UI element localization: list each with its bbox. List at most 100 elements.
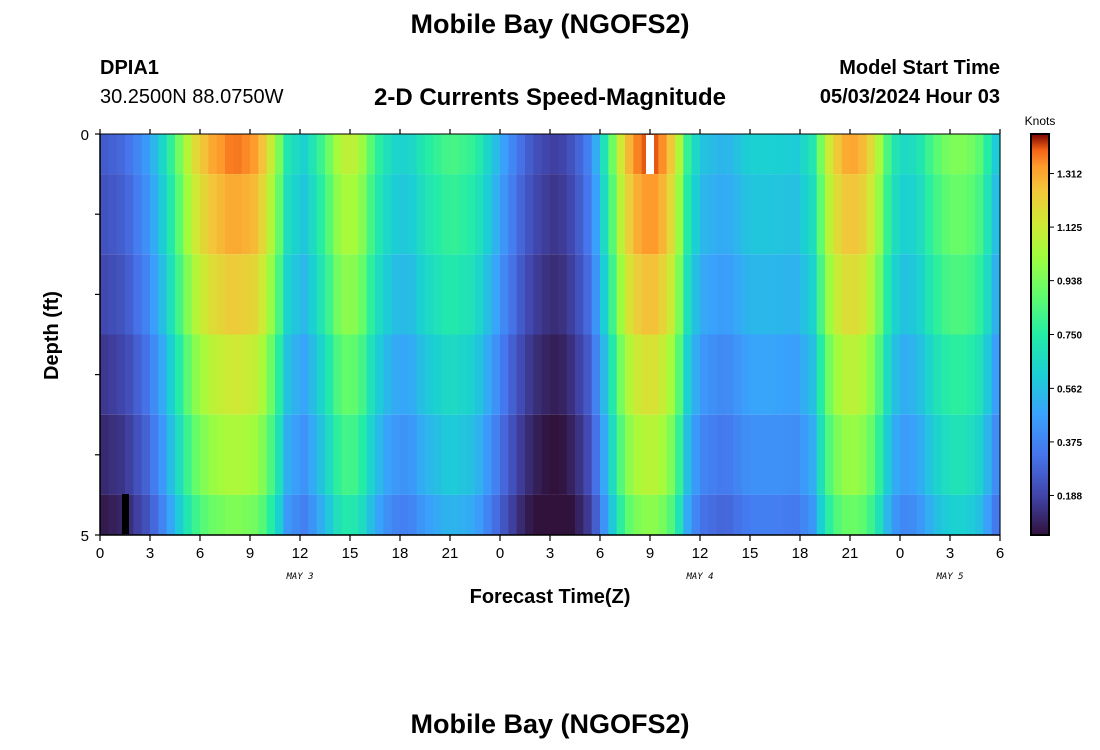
heatmap-cell [116,134,126,175]
heatmap-cell [716,334,726,415]
heatmap-cell [950,414,959,495]
heatmap-cell [583,174,593,255]
heatmap-cell [216,334,226,415]
heatmap-cell [433,174,443,255]
heatmap-cell [166,254,176,335]
heatmap-cell [916,134,926,175]
heatmap-cell [783,174,793,255]
heatmap-cell [975,254,984,335]
heatmap-cell [958,134,968,175]
heatmap-cell [133,254,143,335]
heatmap-cell [275,254,284,335]
heatmap-cell [400,174,409,255]
colorbar-title: Knots [1025,114,1056,128]
heatmap-cell [758,174,768,255]
heatmap-cell [916,254,926,335]
heatmap-cell [325,174,334,255]
heatmap-cell [100,174,109,255]
heatmap-cell [350,174,359,255]
heatmap-cell [391,334,401,415]
heatmap-cell [275,174,284,255]
heatmap-cell [225,414,234,495]
heatmap-cell [391,174,401,255]
heatmap-cell [650,174,659,255]
heatmap-cell [641,334,651,415]
heatmap-cell [358,494,368,535]
heatmap-cell [558,334,568,415]
heatmap-cell [233,494,243,535]
heatmap-cell [366,134,376,175]
heatmap-cell [358,134,368,175]
heatmap-cell [250,134,259,175]
heatmap-cell [833,254,843,335]
heatmap-cell [791,174,801,255]
heatmap-cell [158,134,168,175]
heatmap-cell [683,174,693,255]
heatmap-cell [666,174,676,255]
heatmap-cell [991,134,1001,175]
heatmap-cell [775,414,784,495]
heatmap-cell [783,414,793,495]
heatmap-cell [258,334,268,415]
heatmap-cell [808,334,818,415]
heatmap-cell [200,174,209,255]
heatmap-cell [516,334,526,415]
heatmap-cell [633,494,643,535]
heatmap-cell [600,134,609,175]
heatmap-cell [950,334,959,415]
heatmap-cell [250,254,259,335]
heatmap-cell [708,334,718,415]
heatmap-cell [958,174,968,255]
heatmap-cell [491,134,501,175]
heatmap-cell [483,254,493,335]
heatmap-cell [325,414,334,495]
x-tick-label: 6 [196,545,204,562]
heatmap-cell [416,334,426,415]
heatmap-cell [408,334,418,415]
heatmap-cell [166,494,176,535]
heatmap-cell [983,254,993,335]
heatmap-cell [650,414,659,495]
heatmap-cell [641,254,651,335]
heatmap-cell [875,334,884,415]
heatmap-cell [958,414,968,495]
heatmap-cell [558,134,568,175]
heatmap-cell [725,134,734,175]
heatmap-cell [758,334,768,415]
y-tick-label: 0 [81,127,89,144]
heatmap-cell [300,414,309,495]
heatmap-cell [658,174,668,255]
heatmap-cell [350,334,359,415]
heatmap-cell [875,414,884,495]
heatmap-cell [400,134,409,175]
heatmap-cell [308,174,318,255]
heatmap-cell [325,134,334,175]
heatmap-cell [950,134,959,175]
heatmap-cell [225,494,234,535]
heatmap-cell [233,134,243,175]
heatmap-cell [125,494,134,535]
heatmap-cell [683,414,693,495]
heatmap-cell [516,174,526,255]
heatmap-cell [516,134,526,175]
heatmap-cell [941,174,951,255]
heatmap-cell [341,334,351,415]
heatmap-cell [891,494,901,535]
heatmap-cell [191,334,201,415]
heatmap-cell [216,134,226,175]
heatmap-cell [166,174,176,255]
colorbar-tick-label: 0.375 [1057,438,1082,449]
heatmap-cell [850,134,859,175]
heatmap-cell [625,494,634,535]
heatmap-cell [266,174,276,255]
heatmap-cell [550,134,559,175]
heatmap-cell [425,254,434,335]
heatmap-cell [133,334,143,415]
heatmap-cell [475,494,484,535]
heatmap-cell [783,334,793,415]
heatmap-cell [741,174,751,255]
heatmap-cell [775,134,784,175]
heatmap-cell [458,414,468,495]
y-axis: 05 [81,127,101,545]
heatmap-cell [383,134,393,175]
